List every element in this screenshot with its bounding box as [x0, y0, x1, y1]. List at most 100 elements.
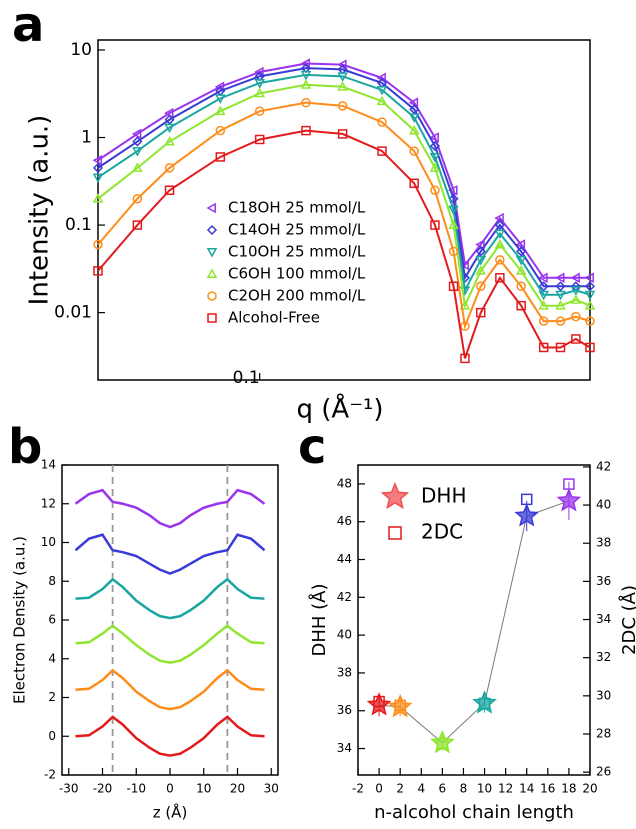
point — [430, 185, 440, 195]
x-tick-label: -10 — [126, 782, 146, 796]
legend-label: C2OH 200 mmol/L — [228, 287, 366, 305]
point — [584, 300, 596, 310]
y-tick-label: 44 — [337, 552, 352, 566]
legend-label: C14OH 25 mmol/L — [228, 221, 366, 239]
point — [516, 300, 526, 311]
legend-marker — [380, 482, 410, 510]
point — [475, 265, 487, 275]
point — [409, 104, 420, 115]
point — [337, 81, 348, 91]
y-axis-label: Electron Density (a.u.) — [11, 536, 29, 704]
y2-tick-label: 34 — [596, 612, 611, 626]
point — [478, 697, 491, 710]
point — [570, 286, 582, 296]
point — [429, 132, 439, 143]
legend-label: C10OH 25 mmol/L — [228, 243, 366, 261]
y-tick-label: 0.1 — [65, 215, 92, 235]
point — [409, 178, 419, 189]
point — [215, 125, 226, 136]
point — [494, 238, 506, 249]
point — [215, 152, 226, 162]
point — [93, 239, 103, 250]
point — [429, 152, 441, 163]
point — [475, 246, 486, 257]
point — [408, 125, 420, 135]
y-tick-label: 36 — [337, 703, 352, 717]
point — [409, 146, 419, 156]
y-tick-label: 4 — [48, 651, 56, 665]
x-tick-label: 18 — [561, 782, 576, 796]
point — [448, 184, 458, 196]
point — [555, 300, 566, 310]
point — [131, 128, 142, 140]
point — [376, 85, 388, 96]
y-tick-label: 8 — [48, 574, 56, 588]
point — [337, 129, 348, 139]
point — [429, 162, 441, 172]
point — [555, 342, 566, 353]
y-tick-label: 1 — [81, 128, 92, 148]
point — [93, 266, 103, 276]
point — [538, 316, 549, 326]
point — [164, 123, 175, 134]
point — [563, 478, 575, 490]
series-line — [74, 488, 266, 529]
point — [555, 281, 566, 292]
point — [555, 316, 566, 326]
x-axis-label: n-alcohol chain length — [374, 802, 574, 823]
point — [571, 334, 581, 344]
legend-label: C18OH 25 mmol/L — [228, 199, 366, 217]
point — [132, 162, 143, 172]
point — [555, 290, 566, 301]
y-tick-label: 10 — [70, 40, 92, 60]
point — [495, 273, 505, 283]
point — [164, 135, 175, 146]
point — [570, 294, 582, 304]
series-line — [74, 533, 266, 575]
y2-tick-label: 40 — [596, 498, 611, 512]
point — [254, 87, 265, 98]
point — [92, 162, 104, 173]
point — [429, 140, 441, 152]
point — [460, 321, 470, 331]
x-tick-label: 6 — [439, 782, 447, 796]
point — [495, 255, 505, 265]
point — [132, 193, 143, 204]
point — [476, 281, 486, 292]
point — [585, 342, 595, 353]
point — [494, 220, 505, 231]
point — [585, 316, 595, 326]
point — [132, 136, 143, 147]
point — [254, 79, 265, 89]
x-axis-label: q (Å⁻¹) — [297, 393, 384, 425]
point — [538, 290, 549, 301]
legend-marker — [388, 526, 402, 540]
y-tick-label: -2 — [44, 768, 56, 782]
x-tick-label: 12 — [498, 782, 513, 796]
legend-marker — [206, 268, 218, 278]
point — [475, 255, 487, 266]
point — [554, 272, 565, 284]
y-tick-label: 14 — [41, 458, 56, 472]
x-tick-label: 0.1 — [233, 368, 260, 388]
plot-frame — [357, 464, 591, 776]
legend-label: Alcohol-Free — [228, 309, 320, 327]
point — [584, 281, 596, 292]
x-tick-label: -20 — [93, 782, 113, 796]
point — [377, 146, 387, 156]
y2-tick-label: 28 — [596, 726, 611, 740]
series-line — [75, 715, 265, 757]
x-tick-label: 30 — [264, 782, 279, 796]
y2-tick-label: 26 — [596, 765, 611, 779]
point — [214, 81, 225, 93]
x-tick-label: 0 — [166, 782, 174, 796]
point — [254, 134, 265, 145]
fit-line — [97, 101, 591, 330]
point — [301, 97, 311, 108]
point — [460, 353, 470, 364]
point — [300, 79, 312, 89]
y-tick-label: 2 — [48, 690, 56, 704]
point — [301, 125, 311, 136]
point — [584, 272, 594, 284]
